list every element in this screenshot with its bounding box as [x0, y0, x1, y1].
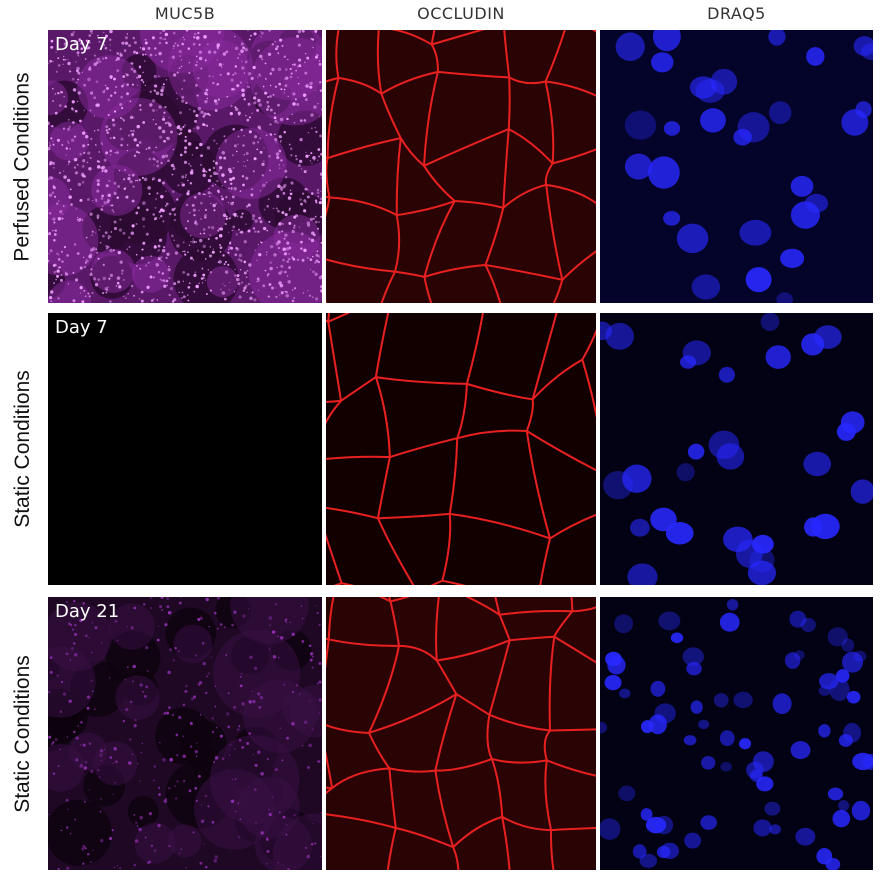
- panel-occludin-row3: [326, 597, 596, 870]
- panel-draq5-row2: [600, 313, 873, 585]
- row-label-static-day21: Static Conditions: [11, 654, 34, 813]
- panel-muc5b-row1: Day 7: [48, 30, 322, 303]
- day-label: Day 7: [55, 34, 108, 55]
- column-header-occludin: OCCLUDIN: [417, 4, 505, 23]
- panel-draq5-row1: [600, 30, 873, 303]
- panel-muc5b-row3: Day 21: [48, 597, 322, 870]
- panel-draq5-row3: [600, 597, 873, 870]
- column-header-muc5b: MUC5B: [154, 4, 216, 23]
- row-label-perfused-day7: Perfused Conditions: [11, 71, 34, 262]
- panel-muc5b-row2: Day 7: [48, 313, 322, 585]
- day-label: Day 21: [55, 601, 120, 622]
- panel-occludin-row1: [326, 30, 596, 303]
- day-label: Day 7: [55, 317, 108, 338]
- row-label-static-day7: Static Conditions: [11, 370, 34, 528]
- panel-occludin-row2: [326, 313, 596, 585]
- column-header-draq5: DRAQ5: [707, 4, 766, 23]
